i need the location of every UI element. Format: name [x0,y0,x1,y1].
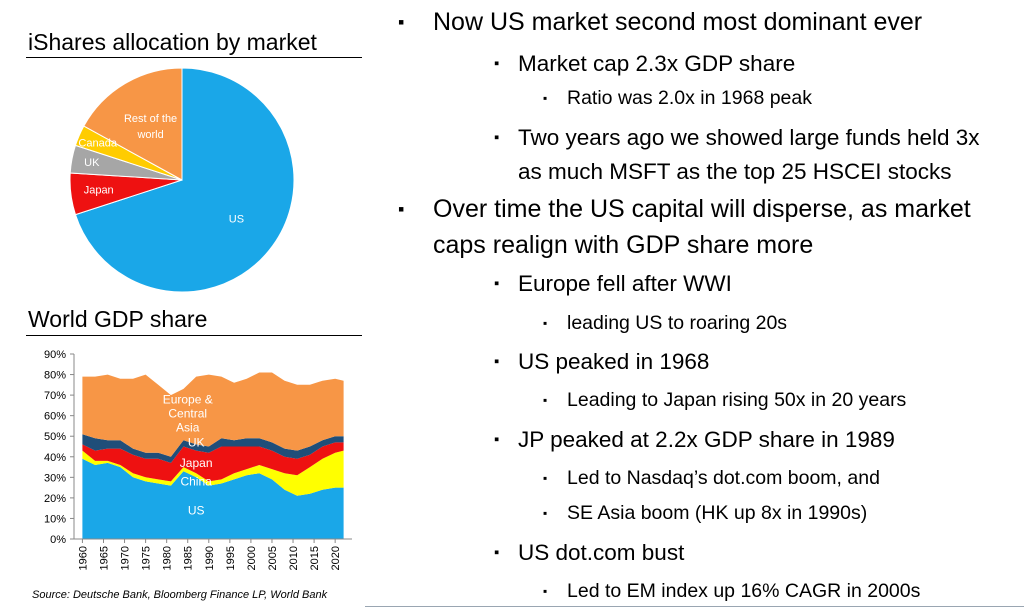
area-label-uk: UK [188,436,205,450]
y-tick-label: 40% [44,452,66,464]
bullet-marker: ▪ [494,431,500,448]
bullet-marker: ▪ [543,393,548,407]
bullet-marker: ▪ [543,316,548,330]
area-us [82,458,344,539]
pie-label-rest-of-the-world: Rest of the world [124,113,177,141]
area-label-japan: Japan [180,456,213,470]
bullet-level-3: ▪ Led to EM index up 16% CAGR in 2000s [543,579,921,603]
bullet-level-3: ▪ SE Asia boom (HK up 8x in 1990s) [543,501,868,525]
bullet-text: Europe fell after WWI [518,271,732,296]
bullet-level-3: ▪ Leading to Japan rising 50x in 20 years [543,388,907,412]
bullet-text: caps realign with GDP share more [433,231,814,259]
bullet-text: Now US market second most dominant ever [433,8,923,36]
bullet-text: Led to Nasdaq’s dot.com boom, and [567,467,880,489]
x-tick-label: 2010 [288,546,300,570]
y-tick-label: 90% [44,349,66,361]
bullet-level-1: ▪ Now US market second most dominant ever [398,4,923,40]
bullet-level-1: ▪ Over time the US capital will disperse,… [398,191,971,263]
bullet-marker: ▪ [543,506,548,520]
bullet-level-3: ▪ leading US to roaring 20s [543,311,788,335]
x-tick-label: 2015 [309,546,321,570]
bullet-text: leading US to roaring 20s [567,312,788,334]
x-tick-label: 1975 [141,546,153,570]
bullet-text: JP peaked at 2.2x GDP share in 1989 [518,427,895,452]
bullet-marker: ▪ [494,275,500,292]
bullet-marker: ▪ [543,91,548,105]
x-tick-label: 2020 [330,546,342,570]
pie-label-canada: Canada [78,137,117,149]
x-tick-label: 1990 [204,546,216,570]
bullet-level-2: ▪ US dot.com bust [494,536,685,570]
area-europe-central-asia [82,372,344,457]
bottom-divider [365,606,1024,607]
bullet-level-3: ▪ Ratio was 2.0x in 1968 peak [543,86,812,110]
y-tick-label: 0% [50,534,66,546]
bullet-marker: ▪ [398,199,405,219]
area-uk [82,434,344,463]
y-tick-label: 80% [44,370,66,382]
x-tick-label: 1980 [162,546,174,570]
x-tick-label: 2000 [246,546,258,570]
gdp-area-chart: 0% 10% 20% 30% 40% 50% 60% 70% 80% 90% 1960 1965 197… [44,349,352,570]
pie-slice-us [74,67,295,293]
area-china [82,450,344,496]
bullet-marker: ▪ [543,584,548,598]
x-tick-label: 1970 [120,546,132,570]
y-tick-label: 30% [44,472,66,484]
bullet-text: Leading to Japan rising 50x in 20 years [567,389,907,411]
y-tick-label: 70% [44,390,66,402]
bullet-level-2: ▪ Two years ago we showed large funds hel… [494,121,980,189]
area-label-china: China [180,475,212,489]
x-tick-label: 1995 [225,546,237,570]
bullet-level-2: ▪ Europe fell after WWI [494,267,732,301]
bullet-marker: ▪ [494,129,500,146]
gdp-chart-title: World GDP share [28,306,208,332]
bullet-level-2: ▪ JP peaked at 2.2x GDP share in 1989 [494,423,895,457]
bullet-text: Ratio was 2.0x in 1968 peak [567,87,812,109]
bullet-text: US dot.com bust [518,540,685,565]
bullet-text: SE Asia boom (HK up 8x in 1990s) [567,502,868,524]
bullet-text: Two years ago we showed large funds held… [518,125,980,150]
pie-label-japan: Japan [84,184,114,196]
pie-title-underline [26,57,362,58]
bullet-marker: ▪ [494,353,500,370]
y-tick-label: 20% [44,493,66,505]
x-tick-label: 1965 [99,546,111,570]
x-tick-label: 1960 [77,546,89,570]
area-label-us: US [188,503,205,517]
bullet-level-2: ▪ US peaked in 1968 [494,345,710,379]
gdp-title-underline [26,335,362,336]
area-japan [82,442,344,482]
bullet-marker: ▪ [494,55,500,72]
bullet-marker: ▪ [398,12,405,32]
y-tick-label: 60% [44,411,66,423]
bullet-text: Over time the US capital will disperse, … [433,195,971,223]
bullet-text: US peaked in 1968 [518,349,710,374]
y-tick-label: 50% [44,431,66,443]
x-tick-label: 2005 [267,546,279,570]
bullet-text: Led to EM index up 16% CAGR in 2000s [567,580,921,602]
pie-label-us: US [229,213,244,225]
bullet-marker: ▪ [543,471,548,485]
area-label-europe-central-asia: Europe & Central Asia [163,392,213,434]
bullet-marker: ▪ [494,544,500,561]
source-note: Source: Deutsche Bank, Bloomberg Finance… [32,589,328,601]
pie-slice-rest-of-the-world [83,67,183,181]
x-tick-label: 1985 [183,546,195,570]
bullet-text: as much MSFT as the top 25 HSCEI stocks [518,159,952,184]
bullet-level-2: ▪ Market cap 2.3x GDP share [494,47,796,81]
bullet-level-3: ▪ Led to Nasdaq’s dot.com boom, and [543,466,880,490]
pie-label-uk: UK [84,157,100,169]
y-tick-label: 10% [44,513,66,525]
bullet-text: Market cap 2.3x GDP share [518,51,796,76]
pie-chart: US Japan UK Canada Rest of the world [69,67,295,293]
pie-chart-title: iShares allocation by market [28,29,317,55]
